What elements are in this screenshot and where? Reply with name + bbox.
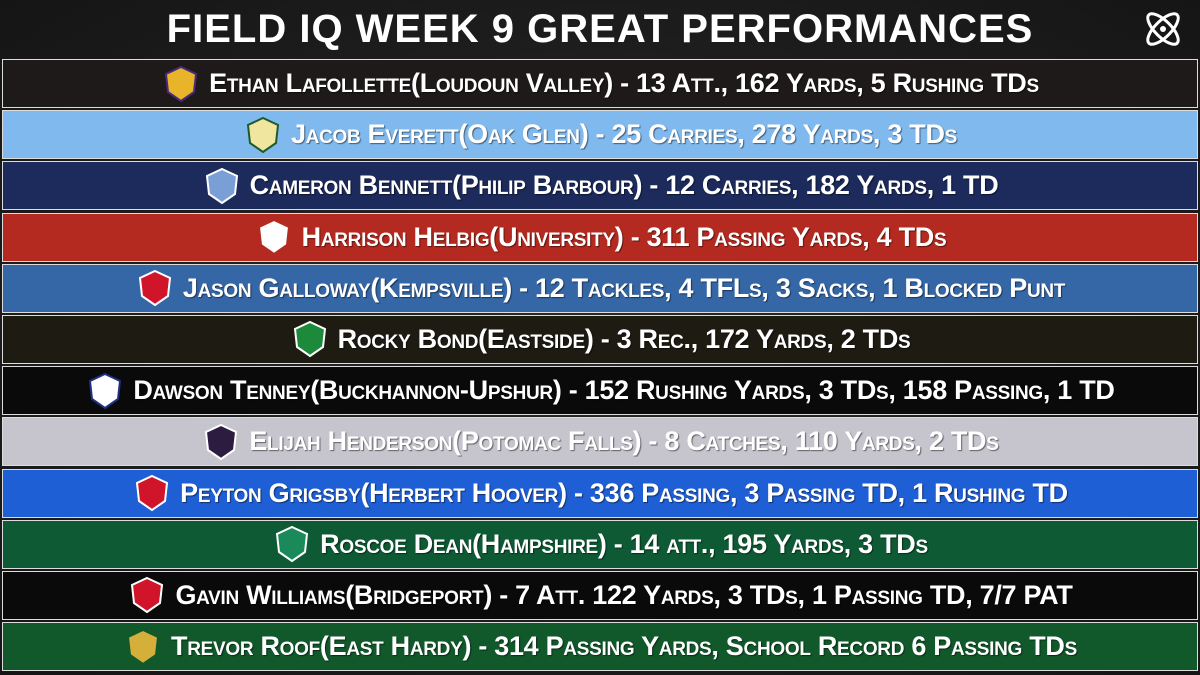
- team-logo: [205, 167, 238, 205]
- performance-row: Harrison Helbig(University) - 311 Passin…: [2, 212, 1198, 262]
- performance-text: Elijah Henderson(Potomac Falls) - 8 Catc…: [249, 426, 999, 457]
- performance-row: Jason Galloway(Kempsville) - 12 Tackles,…: [2, 263, 1198, 313]
- performance-text: Rocky Bond(Eastside) - 3 Rec., 172 Yards…: [337, 323, 911, 354]
- team-logo: [293, 321, 326, 358]
- team-logo: [136, 474, 169, 512]
- performance-row: Roscoe Dean(Hampshire) - 14 att., 195 Ya…: [2, 519, 1198, 569]
- performance-row: Dawson Tenney(Buckhannon-Upshur) - 152 R…: [2, 366, 1198, 416]
- brand-logo: [1146, 12, 1180, 46]
- performance-text: Trevor Roof(East Hardy) - 314 Passing Ya…: [171, 631, 1077, 662]
- performance-row: Ethan Lafollette(Loudoun Valley) - 13 At…: [2, 59, 1198, 108]
- team-logo: [276, 526, 309, 563]
- row-content: Gavin Williams(Bridgeport) - 7 Att. 122 …: [127, 575, 1073, 615]
- team-logo: [205, 423, 238, 461]
- performance-text: Ethan Lafollette(Loudoun Valley) - 13 At…: [209, 68, 1039, 98]
- performance-text: Gavin Williams(Bridgeport) - 7 Att. 122 …: [175, 579, 1073, 610]
- performance-text: Peyton Grigsby(Herbert Hoover) - 336 Pas…: [180, 477, 1068, 508]
- row-content: Peyton Grigsby(Herbert Hoover) - 336 Pas…: [132, 473, 1068, 513]
- performance-row: Rocky Bond(Eastside) - 3 Rec., 172 Yards…: [2, 314, 1198, 364]
- performance-text: Jacob Everett(Oak Glen) - 25 Carries, 27…: [290, 119, 958, 150]
- row-content: Trevor Roof(East Hardy) - 314 Passing Ya…: [123, 627, 1077, 667]
- team-logo: [126, 628, 160, 665]
- row-content: Jason Galloway(Kempsville) - 12 Tackles,…: [135, 268, 1065, 308]
- title: FIELD IQ WEEK 9 GREAT PERFORMANCES: [166, 7, 1034, 51]
- team-logo: [89, 372, 122, 409]
- performance-row: Cameron Bennett(Philip Barbour) - 12 Car…: [2, 161, 1198, 211]
- team-logo: [246, 116, 280, 153]
- row-content: Rocky Bond(Eastside) - 3 Rec., 172 Yards…: [290, 319, 911, 359]
- team-logo: [165, 65, 198, 102]
- row-content: Dawson Tenney(Buckhannon-Upshur) - 152 R…: [85, 371, 1115, 411]
- row-content: Harrison Helbig(University) - 311 Passin…: [254, 217, 947, 257]
- rows: Ethan Lafollette(Loudoun Valley) - 13 At…: [2, 59, 1198, 673]
- team-logo: [138, 270, 171, 307]
- row-content: Roscoe Dean(Hampshire) - 14 att., 195 Ya…: [272, 524, 928, 564]
- performance-row: Gavin Williams(Bridgeport) - 7 Att. 122 …: [2, 570, 1198, 620]
- performance-row: Peyton Grigsby(Herbert Hoover) - 336 Pas…: [2, 468, 1198, 518]
- row-content: Elijah Henderson(Potomac Falls) - 8 Catc…: [201, 422, 999, 462]
- row-content: Ethan Lafollette(Loudoun Valley) - 13 At…: [161, 64, 1039, 104]
- performance-text: Harrison Helbig(University) - 311 Passin…: [301, 221, 947, 252]
- performance-text: Dawson Tenney(Buckhannon-Upshur) - 152 R…: [133, 375, 1115, 406]
- performance-text: Cameron Bennett(Philip Barbour) - 12 Car…: [249, 170, 999, 201]
- performance-text: Roscoe Dean(Hampshire) - 14 att., 195 Ya…: [320, 528, 928, 559]
- team-logo: [131, 577, 164, 614]
- row-content: Cameron Bennett(Philip Barbour) - 12 Car…: [202, 166, 999, 206]
- performance-text: Jason Galloway(Kempsville) - 12 Tackles,…: [182, 272, 1066, 303]
- team-logo: [257, 218, 290, 256]
- performance-row: Jacob Everett(Oak Glen) - 25 Carries, 27…: [2, 110, 1198, 160]
- performance-row: Trevor Roof(East Hardy) - 314 Passing Ya…: [2, 622, 1198, 672]
- performance-row: Elijah Henderson(Potomac Falls) - 8 Catc…: [2, 417, 1198, 467]
- row-content: Jacob Everett(Oak Glen) - 25 Carries, 27…: [243, 115, 957, 155]
